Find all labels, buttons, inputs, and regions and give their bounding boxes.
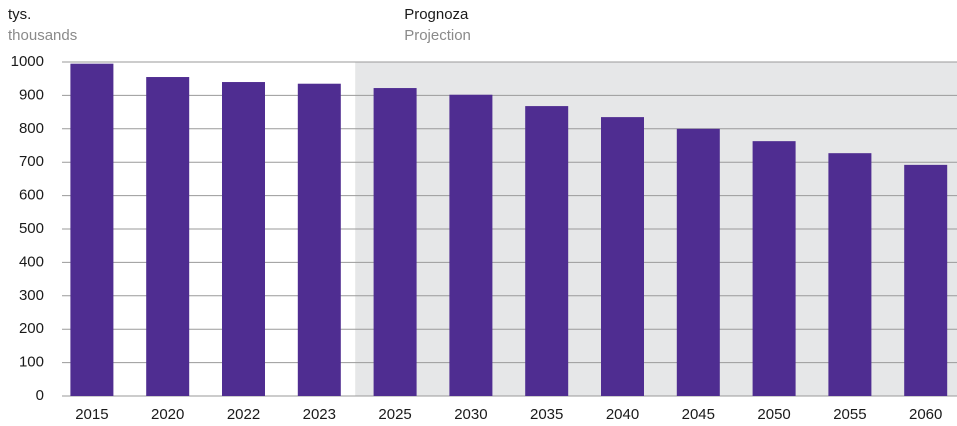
y-tick-label: 100	[19, 354, 44, 371]
x-tick-label: 2055	[833, 406, 866, 423]
bar	[601, 117, 644, 397]
bar	[676, 128, 720, 397]
x-tick-label: 2022	[227, 406, 260, 423]
y-tick-label: 200	[19, 320, 44, 337]
y-tick-label: 300	[19, 287, 44, 304]
y-tick-label: 1000	[11, 53, 44, 70]
x-tick-label: 2035	[530, 406, 563, 423]
bar	[828, 153, 872, 396]
bar	[146, 77, 190, 396]
y-tick-label: 600	[19, 187, 44, 204]
y-tick-label: 400	[19, 253, 44, 270]
x-tick-label: 2030	[454, 406, 487, 423]
bar	[70, 63, 114, 397]
y-label-en: thousands	[8, 27, 77, 44]
bar	[373, 88, 417, 396]
annotation: Prognoza	[404, 6, 469, 23]
y-tick-label: 800	[19, 120, 44, 137]
x-tick-label: 2025	[378, 406, 411, 423]
x-tick-label: 2060	[909, 406, 942, 423]
bar	[525, 106, 569, 396]
x-tick-label: 2050	[757, 406, 790, 423]
bar	[222, 82, 265, 396]
x-tick-label: 2023	[303, 406, 336, 423]
x-tick-label: 2020	[151, 406, 184, 423]
x-tick-label: 2045	[682, 406, 715, 423]
y-label: tys.	[8, 6, 31, 23]
y-tick-label: 700	[19, 153, 44, 170]
y-tick-label: 500	[19, 220, 44, 237]
bar	[449, 94, 493, 397]
x-tick-label: 2040	[606, 406, 639, 423]
y-tick-label: 0	[36, 387, 44, 404]
bar	[904, 164, 948, 396]
bar	[297, 83, 341, 397]
annotation-en: Projection	[404, 27, 471, 44]
bar	[752, 141, 796, 396]
y-tick-label: 900	[19, 86, 44, 103]
x-tick-label: 2015	[75, 406, 108, 423]
